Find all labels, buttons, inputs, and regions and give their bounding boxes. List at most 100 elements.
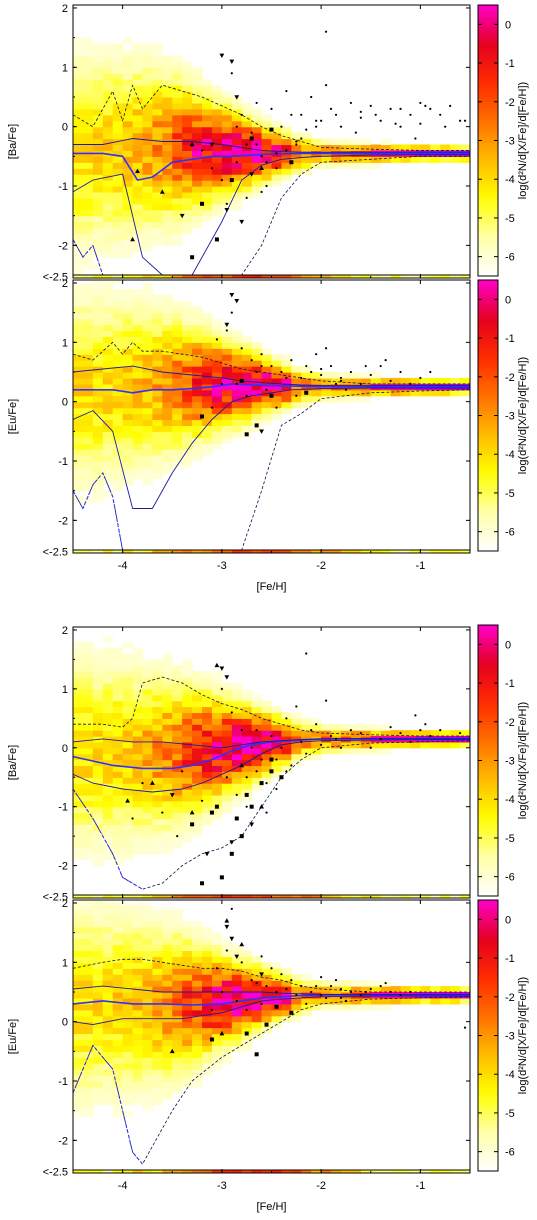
density-cell (172, 191, 183, 199)
underflow-cell (162, 550, 173, 553)
density-cell (92, 61, 104, 68)
density-cell (122, 968, 134, 975)
density-cell (132, 318, 144, 326)
density-cell (92, 280, 104, 284)
colorbar-label: log(d²N/d[X/Fe]/d[Fe/H]) (517, 977, 529, 1094)
density-cell (211, 330, 223, 337)
density-cell (182, 962, 193, 969)
underflow-cell (440, 275, 451, 278)
underflow-cell (460, 895, 470, 898)
density-cell (92, 263, 104, 270)
density-cell (202, 174, 213, 181)
density-cell (112, 859, 124, 867)
density-cell (211, 682, 223, 690)
star-point (210, 406, 214, 409)
density-cell (162, 665, 173, 672)
density-cell (73, 1045, 84, 1052)
density-cell (73, 312, 84, 320)
density-cell (192, 712, 203, 719)
density-cell (380, 377, 392, 385)
density-cell (281, 712, 292, 719)
density-cell (122, 794, 134, 802)
density-cell (192, 980, 203, 987)
density-cell (102, 336, 114, 343)
density-cell (92, 753, 104, 761)
density-cell (192, 724, 203, 731)
density-cell (162, 395, 173, 403)
star-triangle-up (219, 1030, 225, 1036)
underflow-cell (281, 1170, 292, 1173)
density-cell (360, 144, 372, 152)
density-cell (82, 914, 94, 922)
density-cell (162, 991, 173, 999)
density-cell (251, 962, 263, 969)
density-cell (92, 484, 104, 492)
density-cell (162, 920, 173, 928)
density-cell (291, 986, 302, 993)
density-cell (82, 853, 94, 861)
density-cell (132, 1098, 144, 1106)
density-cell (92, 478, 104, 486)
density-cell (112, 824, 124, 831)
density-cell (142, 1009, 153, 1017)
density-cell (122, 1086, 134, 1094)
density-cell (192, 215, 203, 223)
density-cell (192, 777, 203, 784)
density-cell (400, 389, 412, 397)
density-cell (102, 461, 114, 468)
density-cell (112, 96, 124, 104)
density-cell (142, 735, 153, 743)
density-cell (112, 43, 124, 51)
density-cell (182, 73, 193, 80)
density-cell (202, 209, 213, 217)
star-triangle-down (234, 298, 240, 304)
density-cell (152, 812, 163, 820)
density-cell (92, 968, 104, 975)
density-cell (162, 677, 173, 684)
density-cell (112, 806, 124, 814)
density-cell (73, 449, 84, 456)
density-cell (112, 647, 124, 655)
density-cell (172, 186, 183, 193)
star-point (295, 394, 298, 397)
density-cell (142, 443, 153, 450)
density-cell (152, 138, 163, 146)
underflow-cell (132, 895, 144, 898)
star-point (290, 359, 293, 362)
density-cell (281, 1003, 292, 1011)
density-cell (152, 203, 163, 211)
underflow-cell (231, 275, 243, 278)
density-cell (440, 730, 451, 737)
density-cell (132, 908, 144, 916)
underflow-cell (261, 895, 273, 898)
density-cell (142, 168, 153, 175)
density-cell (202, 974, 213, 981)
density-cell (420, 741, 431, 749)
percentile-line-solid (73, 995, 470, 1026)
density-cell (182, 836, 193, 843)
underflow-cell (202, 275, 213, 278)
density-cell (182, 300, 193, 308)
density-cell (152, 342, 163, 349)
density-cell (112, 342, 124, 349)
density-cell (82, 1069, 94, 1076)
star-point (424, 104, 427, 107)
density-cell (122, 186, 134, 193)
density-cell (132, 449, 144, 456)
density-cell (152, 1033, 163, 1041)
density-cell (112, 437, 124, 444)
density-cell (182, 932, 193, 940)
density-cell (182, 671, 193, 678)
density-cell (152, 836, 163, 843)
density-cell (92, 986, 104, 993)
density-cell (172, 677, 183, 684)
density-cell (172, 300, 183, 308)
density-cell (202, 1009, 213, 1017)
density-cell (251, 108, 263, 116)
density-cell (152, 712, 163, 719)
density-cell (162, 437, 173, 444)
density-cell (370, 741, 382, 749)
density-cell (132, 389, 144, 397)
density-cell (122, 336, 134, 343)
density-cell (142, 747, 153, 755)
